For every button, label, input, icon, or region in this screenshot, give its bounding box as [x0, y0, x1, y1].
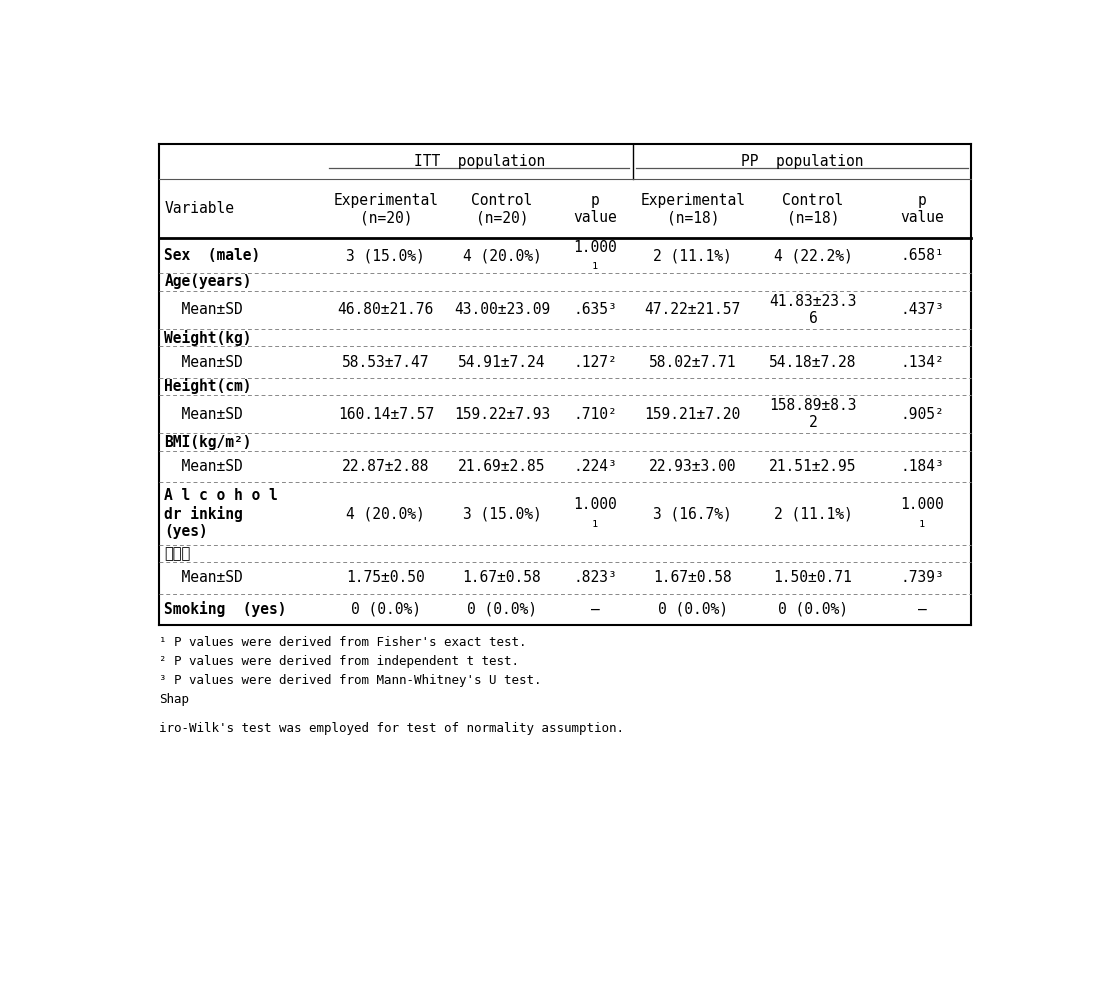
Text: 159.21±7.20: 159.21±7.20 [644, 407, 741, 422]
Text: 158.89±8.3
2: 158.89±8.3 2 [769, 398, 857, 431]
Text: –: – [918, 602, 927, 616]
Text: –: – [591, 602, 600, 616]
Text: .739³: .739³ [900, 570, 944, 586]
Text: Mean±SD: Mean±SD [164, 303, 243, 318]
Text: Experimental
(n=18): Experimental (n=18) [640, 193, 746, 225]
Text: 0 (0.0%): 0 (0.0%) [467, 602, 537, 616]
Text: 0 (0.0%): 0 (0.0%) [657, 602, 728, 616]
Text: ³ P values were derived from Mann-Whitney's U test.: ³ P values were derived from Mann-Whitne… [159, 674, 542, 687]
Text: 1.67±0.58: 1.67±0.58 [653, 570, 732, 586]
Text: p
value: p value [574, 193, 618, 225]
Text: .134²: .134² [900, 355, 944, 370]
Text: 4 (20.0%): 4 (20.0%) [346, 506, 425, 521]
Text: 54.18±7.28: 54.18±7.28 [769, 355, 857, 370]
Text: .184³: .184³ [900, 459, 944, 474]
Text: A l c o h o l
dr inking
(yes): A l c o h o l dr inking (yes) [164, 488, 278, 539]
Text: 160.14±7.57: 160.14±7.57 [338, 407, 433, 422]
Text: Sex  (male): Sex (male) [164, 249, 260, 263]
Text: Shap: Shap [159, 693, 190, 706]
Text: 음주량: 음주량 [164, 547, 191, 561]
Text: iro-Wilk's test was employed for test of normality assumption.: iro-Wilk's test was employed for test of… [159, 722, 624, 735]
Text: 58.53±7.47: 58.53±7.47 [342, 355, 429, 370]
Text: 2 (11.1%): 2 (11.1%) [653, 249, 732, 263]
Text: Control
(n=20): Control (n=20) [471, 193, 533, 225]
Text: ¹ P values were derived from Fisher's exact test.: ¹ P values were derived from Fisher's ex… [159, 636, 527, 650]
Text: 47.22±21.57: 47.22±21.57 [644, 303, 741, 318]
Text: Weight(kg): Weight(kg) [164, 329, 251, 346]
Text: .437³: .437³ [900, 303, 944, 318]
Text: 3 (15.0%): 3 (15.0%) [462, 506, 542, 521]
Text: Control
(n=18): Control (n=18) [782, 193, 844, 225]
Text: 3 (15.0%): 3 (15.0%) [346, 249, 425, 263]
Text: Age(years): Age(years) [164, 274, 251, 289]
Text: 0 (0.0%): 0 (0.0%) [778, 602, 848, 616]
Text: ² P values were derived from independent t test.: ² P values were derived from independent… [159, 656, 520, 668]
Text: 4 (20.0%): 4 (20.0%) [462, 249, 542, 263]
Text: 1.000
₁: 1.000 ₁ [900, 497, 944, 530]
Text: 1.50±0.71: 1.50±0.71 [773, 570, 853, 586]
Text: BMI(kg/m²): BMI(kg/m²) [164, 434, 251, 449]
Text: 41.83±23.3
6: 41.83±23.3 6 [769, 294, 857, 326]
Text: Experimental
(n=20): Experimental (n=20) [333, 193, 438, 225]
Text: Mean±SD: Mean±SD [164, 355, 243, 370]
Text: .823³: .823³ [574, 570, 618, 586]
Text: 54.91±7.24: 54.91±7.24 [458, 355, 546, 370]
Text: Height(cm): Height(cm) [164, 378, 251, 394]
Text: 1.67±0.58: 1.67±0.58 [462, 570, 542, 586]
Text: 1.000
₁: 1.000 ₁ [574, 497, 618, 530]
Text: Variable: Variable [164, 202, 234, 216]
Text: .905²: .905² [900, 407, 944, 422]
Text: 21.69±2.85: 21.69±2.85 [458, 459, 546, 474]
Text: .658¹: .658¹ [900, 249, 944, 263]
Text: p
value: p value [900, 193, 944, 225]
Text: .635³: .635³ [574, 303, 618, 318]
Text: Mean±SD: Mean±SD [164, 459, 243, 474]
Text: 22.93±3.00: 22.93±3.00 [649, 459, 737, 474]
Text: 3 (16.7%): 3 (16.7%) [653, 506, 732, 521]
Text: .224³: .224³ [574, 459, 618, 474]
Text: .127²: .127² [574, 355, 618, 370]
Text: ITT  population: ITT population [414, 154, 545, 169]
Text: 0 (0.0%): 0 (0.0%) [351, 602, 421, 616]
Text: 21.51±2.95: 21.51±2.95 [769, 459, 857, 474]
Text: .710²: .710² [574, 407, 618, 422]
Text: PP  population: PP population [741, 154, 864, 169]
Text: 2 (11.1%): 2 (11.1%) [773, 506, 853, 521]
Text: Smoking  (yes): Smoking (yes) [164, 602, 287, 617]
Text: 58.02±7.71: 58.02±7.71 [649, 355, 737, 370]
Text: 22.87±2.88: 22.87±2.88 [342, 459, 429, 474]
Text: Mean±SD: Mean±SD [164, 407, 243, 422]
Text: 1.75±0.50: 1.75±0.50 [346, 570, 425, 586]
Text: 46.80±21.76: 46.80±21.76 [338, 303, 433, 318]
Text: Mean±SD: Mean±SD [164, 570, 243, 586]
Text: 159.22±7.93: 159.22±7.93 [453, 407, 550, 422]
Text: 4 (22.2%): 4 (22.2%) [773, 249, 853, 263]
Text: 1.000
₁: 1.000 ₁ [574, 240, 618, 272]
Text: 43.00±23.09: 43.00±23.09 [453, 303, 550, 318]
